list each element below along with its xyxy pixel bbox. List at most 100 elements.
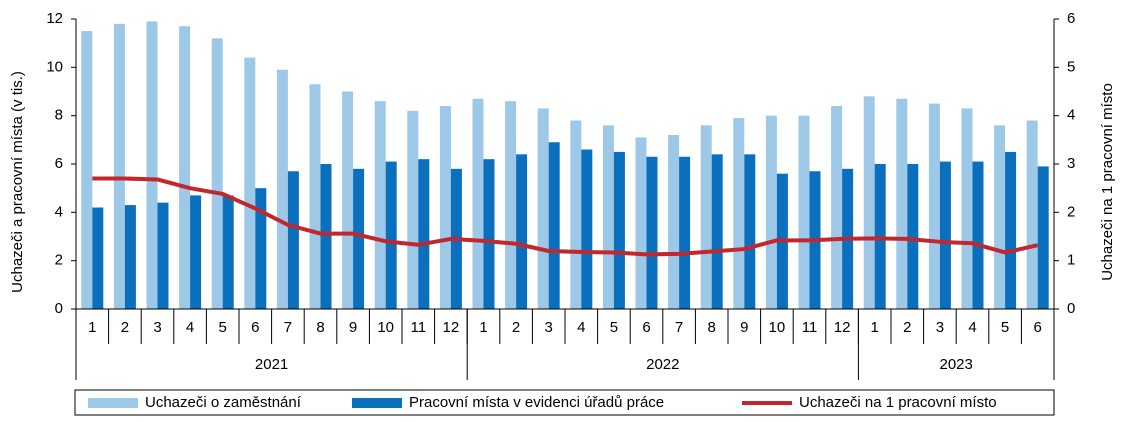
bar <box>537 108 549 310</box>
x-tick-label: 5 <box>610 319 618 336</box>
x-tick-label: 11 <box>411 319 427 336</box>
bar <box>255 188 267 309</box>
bar <box>353 168 365 309</box>
bar <box>831 106 843 309</box>
y2-tick-label: 6 <box>1067 10 1075 27</box>
bar <box>1005 151 1017 309</box>
x-tick-label: 8 <box>708 319 716 336</box>
y-tick-label: 4 <box>55 203 63 220</box>
bar <box>939 161 951 309</box>
bar <box>483 159 495 309</box>
bar <box>179 26 191 309</box>
x-tick-label: 5 <box>219 319 227 336</box>
bar <box>961 108 973 310</box>
x-tick-label: 11 <box>802 319 818 336</box>
bar <box>309 84 321 309</box>
y2-axis-label: Uchazeči na 1 pracovní místo <box>1099 83 1116 281</box>
bar <box>733 118 745 309</box>
y-tick-label: 12 <box>46 10 63 27</box>
x-tick-label: 7 <box>675 319 683 336</box>
y-tick-label: 6 <box>55 155 63 172</box>
y-tick-label: 8 <box>55 107 63 124</box>
y-tick-label: 0 <box>55 300 63 317</box>
x-tick-label: 4 <box>186 319 194 336</box>
bar <box>407 110 419 309</box>
x-tick-label: 3 <box>153 319 161 336</box>
y2-tick-label: 4 <box>1067 107 1075 124</box>
y2-tick-label: 2 <box>1067 203 1075 220</box>
bar <box>439 106 451 309</box>
bar <box>222 195 234 309</box>
bar <box>385 161 397 309</box>
y2-tick-label: 5 <box>1067 58 1075 75</box>
bar <box>972 161 984 309</box>
legend-label: Uchazeči o zaměstnání <box>145 394 302 411</box>
bar <box>124 205 136 309</box>
x-tick-label: 8 <box>316 319 324 336</box>
bar <box>679 156 691 309</box>
bar <box>646 156 658 309</box>
x-tick-label: 3 <box>936 319 944 336</box>
x-tick-label: 12 <box>443 319 460 336</box>
bar <box>342 91 354 309</box>
group-label: 2023 <box>940 356 973 373</box>
x-tick-label: 4 <box>968 319 976 336</box>
x-tick-label: 9 <box>740 319 748 336</box>
x-tick-label: 2 <box>121 319 129 336</box>
bar <box>113 23 125 309</box>
bar <box>863 96 875 309</box>
legend-swatch <box>352 398 402 408</box>
bar <box>190 195 202 309</box>
x-tick-label: 6 <box>642 319 650 336</box>
bar <box>374 101 386 310</box>
bar <box>635 137 647 309</box>
bar <box>505 101 517 310</box>
bar <box>798 115 810 310</box>
group-label: 2022 <box>646 356 679 373</box>
y-tick-label: 10 <box>46 58 63 75</box>
bar <box>700 125 712 309</box>
bar <box>896 98 908 309</box>
y-tick-label: 2 <box>55 252 63 269</box>
y2-tick-label: 3 <box>1067 155 1075 172</box>
x-tick-label: 7 <box>284 319 292 336</box>
bar <box>744 154 756 309</box>
line <box>92 176 1039 257</box>
x-tick-label: 12 <box>834 319 851 336</box>
bar <box>211 38 223 309</box>
bar <box>287 171 299 309</box>
bar <box>92 207 104 309</box>
x-tick-label: 3 <box>545 319 553 336</box>
bar <box>276 69 288 309</box>
bar <box>581 149 593 309</box>
bar <box>516 154 528 309</box>
bar <box>602 125 614 309</box>
x-tick-label: 10 <box>377 319 394 336</box>
legend-label: Uchazeči na 1 pracovní místo <box>799 394 997 411</box>
bar <box>472 98 484 309</box>
x-tick-label: 5 <box>1001 319 1009 336</box>
x-tick-label: 2 <box>512 319 520 336</box>
bar <box>81 31 93 309</box>
bar <box>320 164 332 309</box>
bar <box>711 154 723 309</box>
bar <box>928 103 940 309</box>
x-tick-label: 1 <box>88 319 96 336</box>
x-tick-label: 6 <box>251 319 259 336</box>
bar <box>570 120 582 309</box>
x-tick-label: 10 <box>769 319 786 336</box>
y2-tick-label: 0 <box>1067 300 1075 317</box>
x-tick-label: 4 <box>577 319 585 336</box>
legend-box <box>74 389 1055 416</box>
legend-label: Pracovní místa v evidenci úřadů práce <box>409 394 664 411</box>
bar <box>613 151 625 309</box>
group-label: 2021 <box>255 356 288 373</box>
y-axis-label: Uchazeči a pracovní místa (v tis.) <box>9 71 26 293</box>
y2-tick-label: 1 <box>1067 252 1075 269</box>
bar <box>668 135 680 309</box>
bar <box>994 125 1006 309</box>
bar <box>244 57 256 309</box>
x-tick-label: 1 <box>479 319 487 336</box>
bar <box>1026 120 1038 309</box>
